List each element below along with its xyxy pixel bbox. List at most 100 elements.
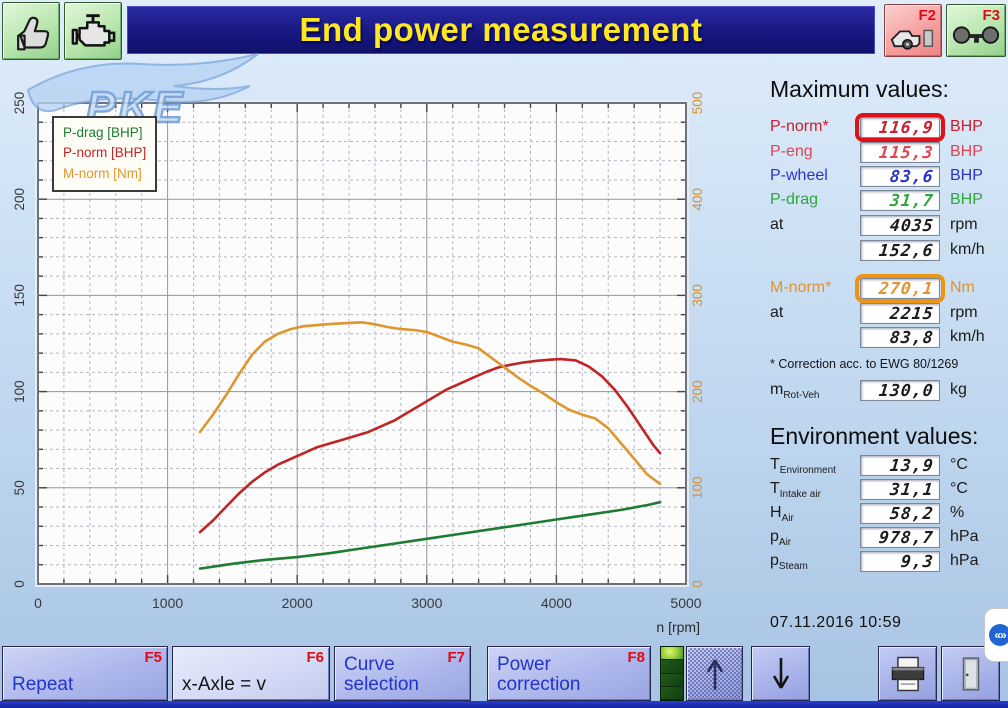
indicator-segment-lit: [661, 647, 683, 661]
svg-text:400: 400: [690, 188, 705, 211]
print-button[interactable]: [878, 646, 937, 701]
row-unit: BHP: [950, 118, 983, 135]
svg-text:300: 300: [690, 284, 705, 307]
scroll-down-button[interactable]: [751, 646, 810, 701]
row-unit: °C: [950, 480, 968, 497]
row-label: P-wheel: [770, 167, 828, 184]
door-exit-icon: [962, 656, 979, 691]
legend-entry-pdrag: P-drag [BHP]: [63, 125, 143, 140]
page-title: End power measurement: [299, 11, 703, 48]
row-unit: °C: [950, 456, 968, 473]
row-unit: rpm: [950, 304, 978, 321]
row-unit: BHP: [950, 167, 983, 184]
drive-on-dyno-button[interactable]: F2: [884, 4, 942, 57]
down-arrow-icon: [772, 657, 789, 689]
svg-text:0: 0: [690, 580, 705, 588]
svg-text:200: 200: [690, 380, 705, 403]
row-label: TEnvironment: [770, 456, 836, 477]
x-axle-button-label: x-Axle = v: [182, 674, 266, 696]
env-row-t-intake: TIntake air 31,1 °C: [770, 479, 1002, 501]
datetime-stamp: 07.11.2016 10:59: [770, 614, 902, 631]
max-row-mnorm: M-norm* 270,1 Nm: [770, 274, 1002, 303]
svg-text:100: 100: [12, 380, 27, 403]
axle-icon: [952, 25, 1000, 44]
row-label: HAir: [770, 504, 794, 525]
max-row-pdrag: P-drag 31,7 BHP: [770, 190, 1002, 212]
env-row-p-air: pAir 978,7 hPa: [770, 527, 1002, 549]
repeat-button-label: Repeat: [12, 674, 74, 696]
env-row-h-air: HAir 58,2 %: [770, 503, 1002, 525]
row-unit: hPa: [950, 552, 979, 569]
row-label: TIntake air: [770, 480, 821, 501]
max-row-pwheel: P-wheel 83,6 BHP: [770, 166, 1002, 188]
row-unit: %: [950, 504, 965, 521]
row-label: at: [770, 216, 784, 233]
engine-icon: [71, 14, 116, 47]
value-box: 152,6: [860, 240, 940, 261]
legend-entry-mnorm: M-norm [Nm]: [63, 165, 142, 181]
max-row-at-rpm2: at 2215 rpm: [770, 303, 1002, 325]
thumbs-up-icon: [17, 16, 50, 51]
row-label: mRot-Veh: [770, 381, 820, 402]
max-row-speed: 152,6 km/h: [770, 240, 1002, 262]
printer-icon: [891, 656, 924, 691]
svg-text:0: 0: [12, 580, 27, 588]
row-unit: kg: [950, 381, 967, 398]
curve-selection-button-label: Curve selection: [344, 654, 419, 696]
row-label: pAir: [770, 528, 792, 549]
engine-button[interactable]: [64, 2, 122, 60]
row-unit: km/h: [950, 328, 985, 345]
value-box: 2215: [860, 303, 940, 324]
x-axle-button[interactable]: F6 x-Axle = v: [172, 646, 330, 701]
value-box: 115,3: [860, 142, 940, 163]
value-box: 13,9: [860, 455, 940, 476]
max-row-at-rpm: at 4035 rpm: [770, 215, 1002, 237]
svg-text:3000: 3000: [411, 595, 442, 611]
svg-text:100: 100: [690, 477, 705, 500]
max-row-mrot: mRot-Veh 130,0 kg: [770, 380, 1002, 402]
max-row-speed2: 83,8 km/h: [770, 327, 1002, 349]
correction-footnote: * Correction acc. to EWG 80/1269: [770, 357, 959, 371]
row-unit: km/h: [950, 241, 985, 258]
row-label: P-eng: [770, 143, 813, 160]
f5-key-label: F5: [144, 649, 162, 666]
value-box: 83,6: [860, 166, 940, 187]
svg-text:n [rpm]: n [rpm]: [656, 619, 700, 635]
value-box: 83,8: [860, 327, 940, 348]
value-box: 58,2: [860, 503, 940, 524]
teamviewer-icon: «»: [989, 624, 1008, 646]
row-label: P-drag: [770, 191, 819, 208]
row-label: P-norm*: [770, 118, 829, 135]
f6-key-label: F6: [306, 649, 324, 666]
max-values-header: Maximum values:: [770, 76, 949, 102]
row-label: at: [770, 304, 784, 321]
row-unit: BHP: [950, 143, 983, 160]
curve-selection-button[interactable]: F7 Curve selection: [334, 646, 471, 701]
svg-text:50: 50: [12, 480, 27, 495]
value-box: 31,1: [860, 479, 940, 500]
svg-text:500: 500: [690, 92, 705, 115]
svg-text:2000: 2000: [282, 595, 313, 611]
teamviewer-tab[interactable]: «»: [984, 608, 1008, 662]
scroll-up-button: [686, 646, 743, 701]
svg-text:150: 150: [12, 284, 27, 307]
power-correction-button[interactable]: F8 Power correction: [487, 646, 651, 701]
value-box: 978,7: [860, 527, 940, 548]
f8-key-label: F8: [627, 649, 645, 666]
svg-text:4000: 4000: [541, 595, 572, 611]
row-label: M-norm*: [770, 279, 832, 296]
value-box: 9,3: [860, 551, 940, 572]
svg-text:5000: 5000: [670, 595, 701, 611]
row-label: pSteam: [770, 552, 808, 573]
repeat-button[interactable]: F5 Repeat: [2, 646, 168, 701]
max-row-peng: P-eng 115,3 BHP: [770, 142, 1002, 164]
max-row-pnorm: P-norm* 116,9 BHP: [770, 113, 1002, 142]
env-values-header: Environment values:: [770, 423, 979, 449]
env-row-p-steam: pSteam 9,3 hPa: [770, 551, 1002, 573]
ok-confirm-button[interactable]: [2, 2, 60, 60]
row-unit: rpm: [950, 216, 978, 233]
axle-mode-button[interactable]: F3: [946, 4, 1006, 57]
legend-entry-pnorm: P-norm [BHP]: [63, 145, 147, 161]
title-bar: End power measurement: [127, 6, 875, 54]
